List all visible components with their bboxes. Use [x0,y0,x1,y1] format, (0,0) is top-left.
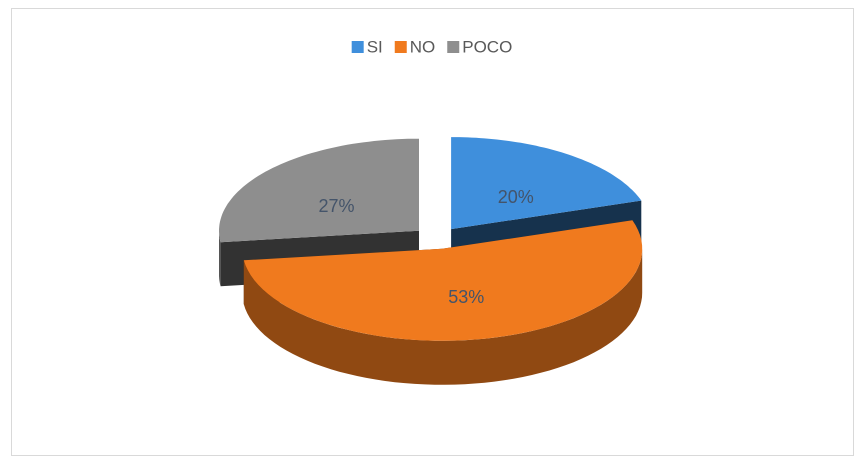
slice [219,138,419,243]
legend-swatch [447,41,460,53]
legend-label: POCO [462,37,512,56]
slice [243,220,643,341]
legend-label: SI [367,37,383,56]
pie: 20% 27% 53% [219,137,643,385]
legend-label: NO [410,37,436,56]
slice-side [243,248,643,385]
legend-swatch [351,41,364,53]
data-label: 27% [318,196,354,216]
legend: SI NO POCO [351,37,512,56]
slice-side [219,230,221,287]
legend-swatch [394,41,407,53]
data-label: 20% [498,187,534,207]
slice [451,137,642,230]
data-label: 53% [448,287,484,307]
chart-border [11,8,854,456]
